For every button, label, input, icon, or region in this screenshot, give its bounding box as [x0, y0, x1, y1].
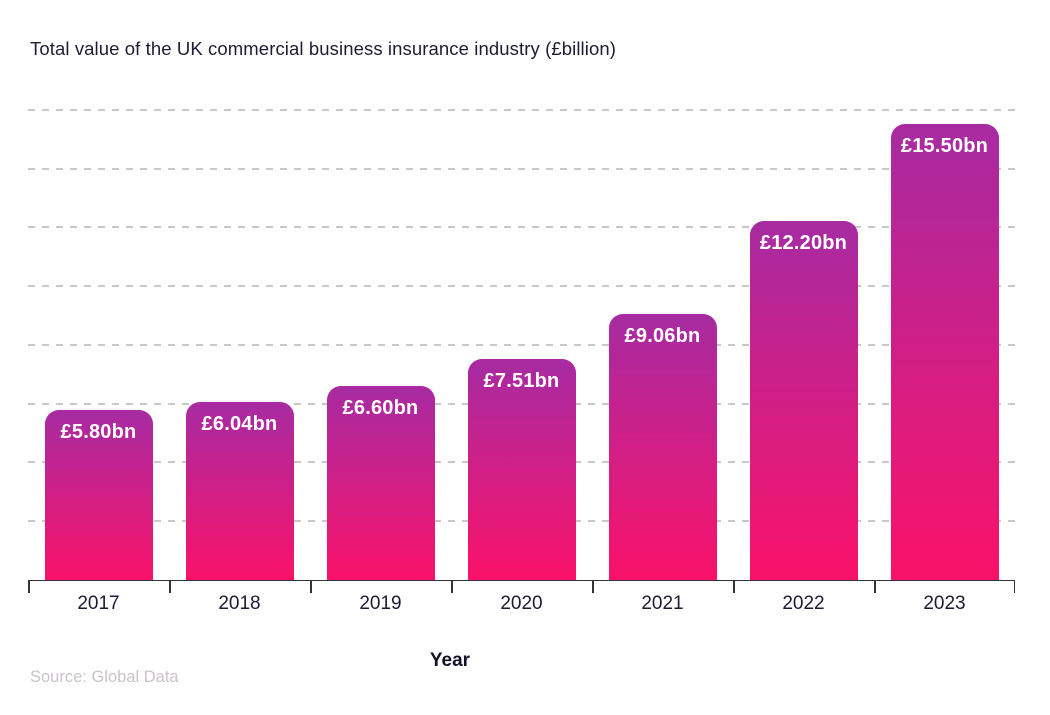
bar-2023: £15.50bn — [890, 124, 999, 580]
chart-title: Total value of the UK commercial busines… — [30, 38, 617, 59]
gridline-16 — [28, 108, 1015, 111]
bar-2020: £7.51bn — [467, 359, 576, 580]
bar-2018: £6.04bn — [185, 402, 294, 580]
x-axis-tick-0 — [28, 580, 30, 593]
bar-value-label-2022: £12.20bn — [759, 232, 848, 255]
x-axis-tick-6 — [874, 580, 876, 593]
gridline-12 — [28, 226, 1015, 229]
x-axis-tick-5 — [733, 580, 735, 593]
gridline-14 — [28, 167, 1015, 170]
bar-2022: £12.20bn — [749, 221, 858, 580]
x-axis-label-2017: 2017 — [77, 593, 120, 614]
bar-value-label-2023: £15.50bn — [900, 135, 989, 158]
bar-value-label-2019: £6.60bn — [342, 397, 419, 419]
plot-area: £5.80bn £6.04bn £6.60bn £7.51bn £9.06bn £12.2… — [28, 95, 1015, 614]
bar-value-label-2021: £9.06bn — [624, 324, 701, 347]
x-axis-label-2018: 2018 — [218, 593, 261, 614]
bar-value-label-2018: £6.04bn — [201, 413, 278, 436]
x-axis-label-2023: 2023 — [923, 593, 966, 614]
gridline-8 — [28, 343, 1015, 346]
bar-2021: £9.06bn — [608, 313, 717, 580]
gridline-10 — [28, 285, 1015, 288]
x-axis-label-2022: 2022 — [782, 593, 825, 614]
x-axis-label-2019: 2019 — [359, 593, 402, 614]
x-axis-line — [28, 579, 1015, 581]
x-axis-label-2020: 2020 — [500, 593, 543, 614]
x-axis-tick-4 — [592, 580, 594, 593]
bar-value-label-2017: £5.80bn — [60, 420, 137, 443]
bar-2019: £6.60bn — [326, 386, 435, 580]
x-axis-label-2021: 2021 — [641, 593, 684, 614]
source-note: Source: Global Data — [30, 668, 179, 686]
bar-value-label-2020: £7.51bn — [483, 370, 560, 393]
bar-2017: £5.80bn — [44, 409, 153, 580]
x-axis-tick-1 — [169, 580, 171, 593]
x-axis-tick-2 — [310, 580, 312, 593]
x-axis-tick-7 — [1013, 580, 1015, 593]
x-axis-tick-3 — [451, 580, 453, 593]
x-axis-title: Year — [429, 650, 471, 671]
